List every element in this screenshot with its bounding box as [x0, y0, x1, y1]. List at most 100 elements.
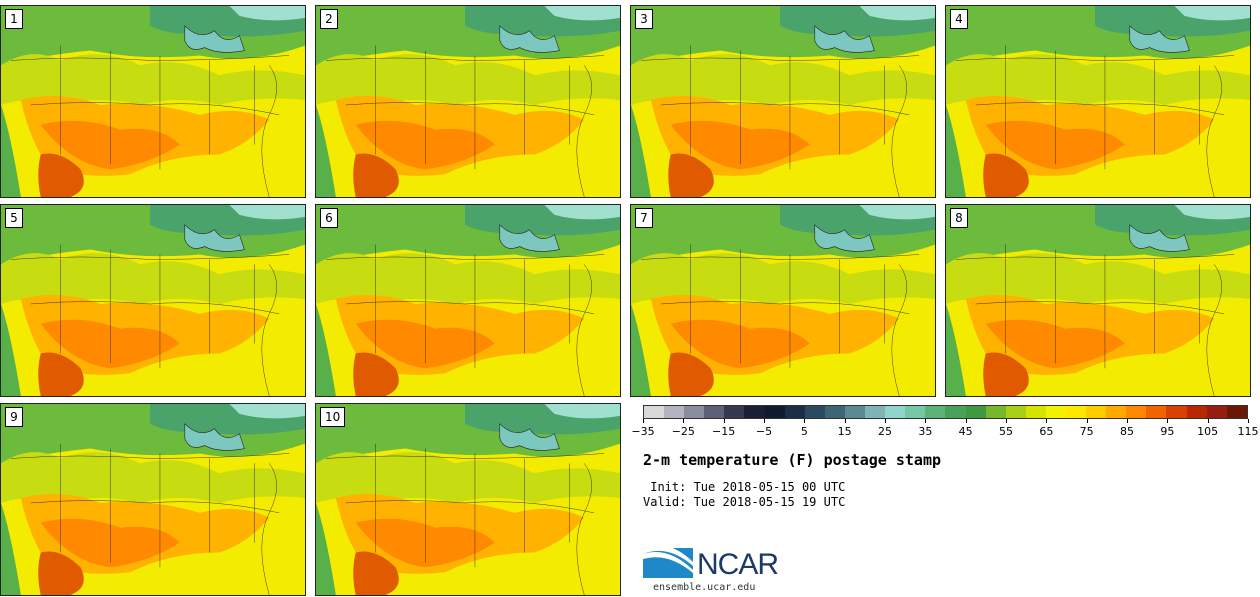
- colorbar-tick: [925, 419, 927, 423]
- temperature-map-icon: [631, 6, 935, 197]
- colorbar-tick: [764, 419, 765, 423]
- colorbar-segment: [945, 406, 966, 418]
- colorbar-tick-label: 95: [1160, 425, 1175, 438]
- colorbar-tick: [1127, 419, 1128, 423]
- colorbar-tick-label: 105: [1197, 425, 1219, 438]
- colorbar-segment: [1206, 406, 1227, 418]
- colorbar-segment: [684, 406, 705, 418]
- colorbar-segment: [965, 406, 986, 418]
- colorbar-segment: [925, 406, 946, 418]
- colorbar-tick-label: 85: [1120, 425, 1134, 438]
- colorbar-tick: [1046, 419, 1048, 423]
- map-panel: 4: [945, 5, 1251, 198]
- panel-label: 6: [320, 208, 338, 228]
- colorbar-segment: [1186, 406, 1207, 418]
- colorbar-segment: [1126, 406, 1147, 418]
- map-panel: 3: [630, 5, 936, 198]
- colorbar-tick: [804, 419, 806, 423]
- panel-label: 1: [5, 9, 23, 29]
- map-panel: 5: [0, 204, 306, 397]
- colorbar-segment: [824, 406, 845, 418]
- colorbar-segment: [905, 406, 926, 418]
- colorbar-segment: [744, 406, 765, 418]
- colorbar-segment: [865, 406, 886, 418]
- map-panel: 2: [315, 5, 621, 198]
- colorbar-tick-label: −15: [712, 425, 736, 438]
- colorbar-tick: [1167, 419, 1169, 423]
- colorbar-segment: [1086, 406, 1107, 418]
- colorbar-tick: [885, 419, 886, 423]
- colorbar-segment: [1166, 406, 1187, 418]
- colorbar-tick-label: 115: [1237, 425, 1259, 438]
- colorbar-tick-label: 35: [918, 425, 933, 438]
- colorbar-segment: [1025, 406, 1046, 418]
- temperature-map-icon: [316, 6, 620, 197]
- colorbar-tick-label: 75: [1079, 425, 1094, 438]
- panel-label: 5: [5, 208, 23, 228]
- colorbar-segment: [804, 406, 825, 418]
- panel-label: 8: [950, 208, 968, 228]
- temperature-map-icon: [631, 205, 935, 396]
- site-url: ensemble.ucar.edu: [653, 582, 756, 593]
- temperature-map-icon: [946, 6, 1250, 197]
- colorbar-segment: [1045, 406, 1066, 418]
- colorbar-segment: [885, 406, 906, 418]
- colorbar-tick: [1086, 419, 1088, 423]
- colorbar-segment: [1146, 406, 1167, 418]
- colorbar-segment: [1065, 406, 1087, 418]
- valid-time: Valid: Tue 2018-05-15 19 UTC: [643, 495, 846, 509]
- colorbar-tick-label: 25: [878, 425, 892, 438]
- map-panel: 8: [945, 204, 1251, 397]
- map-panel: 9: [0, 403, 306, 596]
- map-panel: 1: [0, 5, 306, 198]
- colorbar-tick-label: 55: [999, 425, 1013, 438]
- colorbar-segment: [1106, 406, 1127, 418]
- colorbar-segment: [664, 406, 685, 418]
- panel-label: 7: [635, 208, 653, 228]
- colorbar-tick-label: 15: [837, 425, 852, 438]
- colorbar-tick-label: 65: [1039, 425, 1054, 438]
- colorbar-tick: [1207, 419, 1209, 423]
- colorbar-segment: [985, 406, 1006, 418]
- panel-label: 3: [635, 9, 653, 29]
- ncar-logo-icon: [643, 545, 693, 578]
- map-panel: 6: [315, 204, 621, 397]
- colorbar-segment: [1005, 406, 1026, 418]
- temperature-map-icon: [1, 205, 305, 396]
- colorbar-segment: [764, 406, 785, 418]
- temperature-map-icon: [946, 205, 1250, 396]
- colorbar-segment: [1226, 406, 1247, 418]
- temperature-map-icon: [1, 404, 305, 595]
- plot-title: 2-m temperature (F) postage stamp: [643, 451, 942, 469]
- colorbar-tick: [1248, 419, 1249, 423]
- colorbar-tick: [844, 419, 846, 423]
- temperature-colorbar: [643, 405, 1248, 419]
- ncar-wordmark: NCAR: [697, 548, 779, 581]
- panel-label: 10: [320, 407, 346, 427]
- colorbar-segment: [844, 406, 866, 418]
- colorbar-tick: [965, 419, 967, 423]
- map-panel: 10: [315, 403, 621, 596]
- colorbar-ticks: −35 −25 −15 −5 5 15 25 35 45 55 65 75 85 95 105 115: [631, 419, 1259, 439]
- temperature-map-icon: [316, 205, 620, 396]
- colorbar-tick-label: −35: [631, 425, 655, 438]
- colorbar-tick-label: −5: [755, 425, 773, 438]
- colorbar-tick: [1006, 419, 1007, 423]
- temperature-map-icon: [316, 404, 620, 595]
- colorbar-tick: [683, 419, 685, 423]
- colorbar-tick-label: −25: [671, 425, 695, 438]
- colorbar-segment: [784, 406, 805, 418]
- panel-label: 9: [5, 407, 23, 427]
- panel-label: 2: [320, 9, 338, 29]
- colorbar-tick: [723, 419, 725, 423]
- colorbar-tick: [643, 419, 644, 423]
- colorbar-tick-label: 45: [958, 425, 973, 438]
- colorbar-tick-label: 5: [800, 425, 808, 438]
- init-time: Init: Tue 2018-05-15 00 UTC: [643, 480, 846, 494]
- colorbar-segment: [724, 406, 745, 418]
- panel-label: 4: [950, 9, 968, 29]
- colorbar-segment: [644, 406, 665, 418]
- colorbar-segment: [704, 406, 725, 418]
- map-panel: 7: [630, 204, 936, 397]
- temperature-map-icon: [1, 6, 305, 197]
